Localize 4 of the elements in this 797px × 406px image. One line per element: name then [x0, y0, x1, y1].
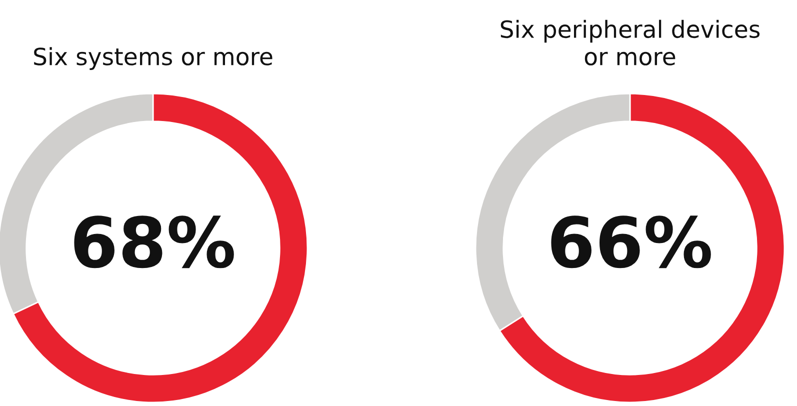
data-label: 68% — [74, 216, 234, 268]
chart-title: Six systems or more — [34, 47, 272, 70]
data-label: 66% — [551, 216, 711, 268]
chart-title: Six peripheral devices or more — [500, 20, 760, 66]
